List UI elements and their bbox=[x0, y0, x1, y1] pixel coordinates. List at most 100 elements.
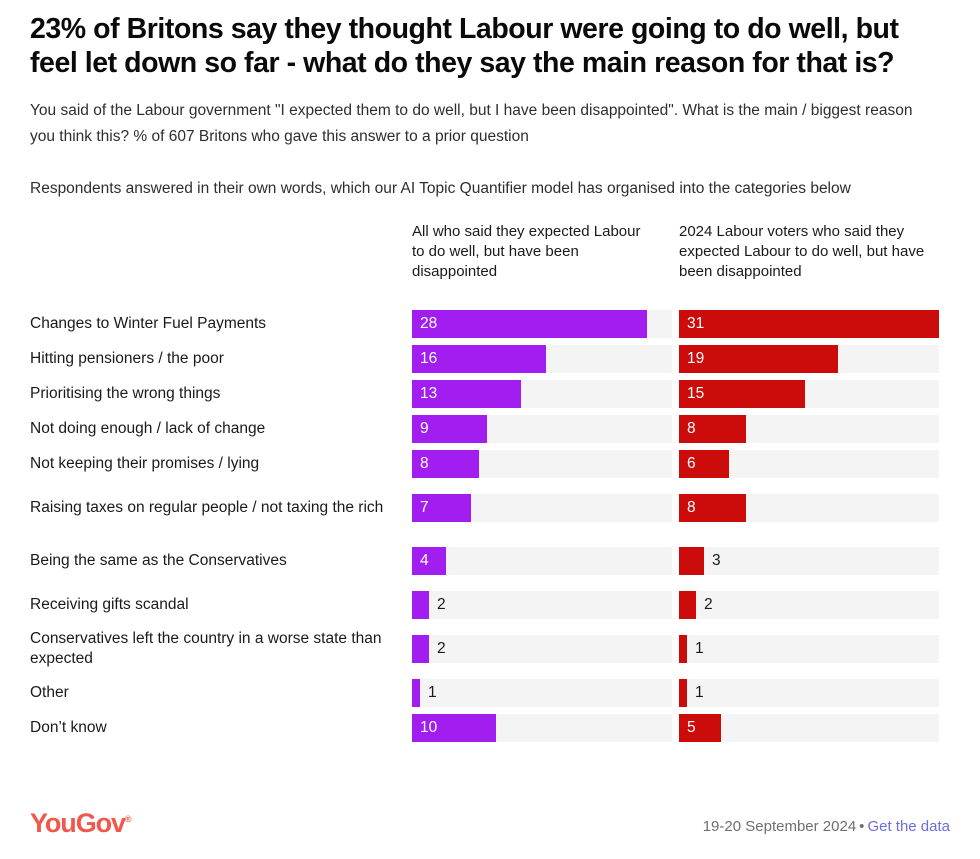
table-row: Changes to Winter Fuel Payments 28 31 bbox=[30, 306, 950, 341]
bar-track bbox=[679, 678, 939, 707]
row-label: Being the same as the Conservatives bbox=[30, 551, 287, 569]
bar-value-label: 15 bbox=[687, 384, 705, 402]
table-row: Hitting pensioners / the poor 16 19 bbox=[30, 341, 950, 376]
bar[interactable] bbox=[679, 309, 939, 338]
bar-track bbox=[412, 634, 672, 663]
bar-value-label: 10 bbox=[420, 718, 438, 736]
bar-cell: 1 bbox=[412, 678, 672, 707]
bar-cell: 8 bbox=[412, 449, 672, 478]
chart-area: All who said they expected Labour to do … bbox=[30, 222, 950, 745]
chart-rows: Changes to Winter Fuel Payments 28 31 Hitti… bbox=[30, 306, 950, 745]
bar-track bbox=[679, 546, 939, 575]
bar[interactable] bbox=[412, 546, 446, 575]
bar-cell: 6 bbox=[679, 449, 939, 478]
bar[interactable] bbox=[412, 309, 647, 338]
row-label: Receiving gifts scandal bbox=[30, 595, 189, 613]
bar-cell: 4 bbox=[412, 546, 672, 575]
bar-value-label: 8 bbox=[420, 454, 429, 472]
bar[interactable] bbox=[679, 344, 838, 373]
footer-separator: • bbox=[859, 818, 865, 835]
table-row: Receiving gifts scandal 2 2 bbox=[30, 587, 950, 622]
footer-meta: 19-20 September 2024 • Get the data bbox=[703, 817, 950, 837]
bar-cell: 3 bbox=[679, 546, 939, 575]
bar-cell: 5 bbox=[679, 713, 939, 742]
bar-value-label: 6 bbox=[687, 454, 696, 472]
bar-track bbox=[679, 634, 939, 663]
bar-cell: 1 bbox=[679, 678, 939, 707]
bar-value-label: 5 bbox=[687, 718, 696, 736]
bar-value-label: 2 bbox=[437, 639, 446, 657]
row-label: Changes to Winter Fuel Payments bbox=[30, 314, 267, 332]
bar-value-label: 13 bbox=[420, 384, 438, 402]
bar-cell: 7 bbox=[412, 493, 672, 522]
row-label: Not keeping their promises / lying bbox=[30, 454, 260, 472]
table-row: Not keeping their promises / lying 8 6 bbox=[30, 446, 950, 481]
get-the-data-link[interactable]: Get the data bbox=[867, 818, 950, 835]
bar-value-label: 31 bbox=[687, 314, 705, 332]
row-label: Other bbox=[30, 683, 69, 701]
bar-value-label: 1 bbox=[428, 683, 437, 701]
bar[interactable] bbox=[412, 449, 479, 478]
bar-cell: 2 bbox=[412, 634, 672, 663]
bar-value-label: 7 bbox=[420, 498, 429, 516]
bar-cell: 13 bbox=[412, 379, 672, 408]
bar-cell: 15 bbox=[679, 379, 939, 408]
bar[interactable] bbox=[412, 414, 487, 443]
bar-track bbox=[412, 590, 672, 619]
bar-value-label: 16 bbox=[420, 349, 438, 367]
bar-track bbox=[412, 678, 672, 707]
bar-cell: 1 bbox=[679, 634, 939, 663]
chart-subtitle: You said of the Labour government "I exp… bbox=[30, 102, 913, 145]
fieldwork-date: 19-20 September 2024 bbox=[702, 818, 857, 835]
bar-cell: 8 bbox=[679, 493, 939, 522]
bar[interactable] bbox=[412, 379, 521, 408]
bar[interactable] bbox=[412, 344, 546, 373]
page-title: 23% of Britons say they thought Labour w… bbox=[30, 13, 899, 79]
bar[interactable] bbox=[412, 678, 420, 707]
table-row: Raising taxes on regular people / not ta… bbox=[30, 481, 950, 534]
bar[interactable] bbox=[679, 546, 704, 575]
row-label: Conservatives left the country in a wors… bbox=[30, 629, 382, 667]
table-row: Being the same as the Conservatives 4 3 bbox=[30, 534, 950, 587]
bar[interactable] bbox=[412, 634, 429, 663]
column-header-all: All who said they expected Labour to do … bbox=[412, 223, 641, 280]
column-headers: All who said they expected Labour to do … bbox=[30, 222, 950, 306]
bar[interactable] bbox=[679, 634, 687, 663]
table-row: Conservatives left the country in a wors… bbox=[30, 622, 950, 675]
bar-track bbox=[679, 590, 939, 619]
bar[interactable] bbox=[679, 379, 805, 408]
table-row: Other 1 1 bbox=[30, 675, 950, 710]
row-label: Prioritising the wrong things bbox=[30, 384, 221, 402]
bar[interactable] bbox=[679, 590, 696, 619]
bar-cell: 28 bbox=[412, 309, 672, 338]
table-row: Prioritising the wrong things 13 15 bbox=[30, 376, 950, 411]
bar[interactable] bbox=[412, 590, 429, 619]
registered-mark-icon: ® bbox=[124, 814, 132, 824]
bar-value-label: 1 bbox=[695, 639, 704, 657]
bar-cell: 2 bbox=[412, 590, 672, 619]
chart-note: Respondents answered in their own words,… bbox=[30, 180, 851, 197]
bar-track bbox=[679, 713, 939, 742]
bar[interactable] bbox=[679, 449, 729, 478]
bar-cell: 19 bbox=[679, 344, 939, 373]
row-label: Not doing enough / lack of change bbox=[30, 419, 266, 437]
table-row: Not doing enough / lack of change 9 8 bbox=[30, 411, 950, 446]
bar[interactable] bbox=[679, 414, 746, 443]
bar-cell: 10 bbox=[412, 713, 672, 742]
bar-cell: 8 bbox=[679, 414, 939, 443]
bar-cell: 9 bbox=[412, 414, 672, 443]
bar-value-label: 28 bbox=[420, 314, 438, 332]
table-row: Don’t know 10 5 bbox=[30, 710, 950, 745]
bar[interactable] bbox=[679, 493, 746, 522]
column-header-labour-voters: 2024 Labour voters who said they expecte… bbox=[679, 223, 925, 280]
bar[interactable] bbox=[412, 713, 496, 742]
yougov-logo-text: YouGov bbox=[30, 808, 126, 838]
yougov-logo: YouGov® bbox=[30, 805, 132, 837]
bar[interactable] bbox=[679, 678, 687, 707]
bar[interactable] bbox=[412, 493, 471, 522]
bar-cell: 2 bbox=[679, 590, 939, 619]
bar-value-label: 8 bbox=[687, 498, 696, 516]
footer: YouGov® 19-20 September 2024 • Get the dat… bbox=[30, 805, 950, 837]
bar[interactable] bbox=[679, 713, 721, 742]
bar-value-label: 8 bbox=[687, 419, 696, 437]
